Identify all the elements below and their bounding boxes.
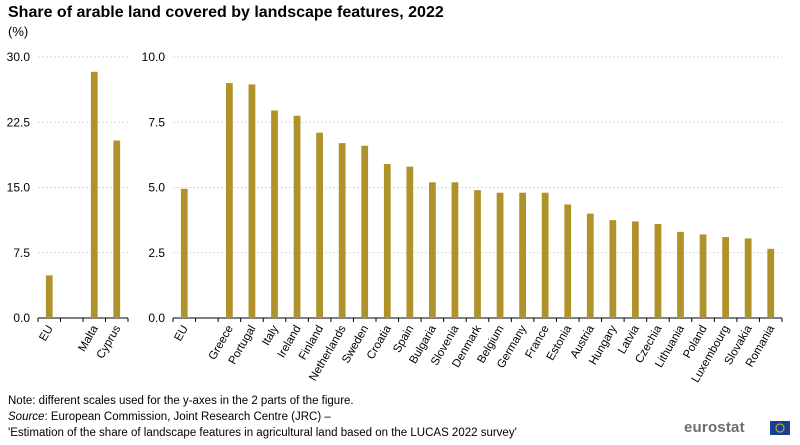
y-tick-label: 7.5: [13, 246, 30, 260]
bar-poland: [699, 234, 707, 318]
bar-eu: [180, 188, 188, 318]
bar-italy: [271, 110, 278, 318]
x-tick-label: Italy: [260, 323, 281, 347]
eurostat-logo: eurostat: [684, 419, 745, 436]
y-tick-label: 10.0: [142, 50, 166, 64]
bar-france: [541, 192, 549, 318]
bar-portugal: [248, 84, 256, 318]
bar-austria: [586, 213, 594, 318]
bar-luxembourg: [722, 237, 729, 318]
bar-latvia: [632, 221, 639, 318]
y-tick-label: 30.0: [7, 50, 31, 64]
bar-finland: [316, 132, 323, 318]
bar-sweden: [361, 145, 369, 318]
bar-czechia: [654, 224, 662, 318]
y-tick-label: 15.0: [7, 181, 31, 195]
x-tick-label: EU: [172, 324, 190, 344]
bar-germany: [519, 192, 526, 318]
x-tick-label: EU: [37, 324, 55, 344]
bar-estonia: [564, 204, 572, 318]
bar-romania: [767, 248, 775, 318]
note-source: Source: European Commission, Joint Resea…: [8, 411, 331, 423]
bar-belgium: [496, 192, 504, 318]
y-tick-label: 7.5: [148, 115, 165, 129]
y-tick-label: 22.5: [7, 115, 31, 129]
source-text: : European Commission, Joint Research Ce…: [44, 411, 331, 423]
y-tick-label: 0.0: [148, 311, 165, 325]
bar-cyprus: [113, 140, 121, 318]
eu-flag-icon: [770, 421, 790, 435]
bar-bulgaria: [429, 182, 436, 318]
chart-title: Share of arable land covered by landscap…: [8, 4, 444, 21]
bar-denmark: [474, 190, 481, 318]
y-tick-label: 5.0: [148, 181, 165, 195]
bar-ireland: [293, 115, 301, 318]
bar-netherlands: [338, 143, 346, 318]
bar-croatia: [383, 164, 391, 318]
bar-slovakia: [744, 238, 752, 318]
bar-greece: [226, 83, 233, 318]
bar-spain: [406, 166, 414, 318]
note-scales: Note: different scales used for the y-ax…: [8, 395, 354, 407]
source-label: Source: [8, 411, 45, 423]
bar-hungary: [609, 220, 617, 318]
note-survey: 'Estimation of the share of landscape fe…: [8, 427, 517, 439]
unit-label: (%): [8, 24, 29, 39]
y-tick-label: 0.0: [13, 311, 30, 325]
bar-lithuania: [677, 231, 684, 318]
bar-malta: [90, 71, 98, 318]
bar-slovenia: [451, 182, 459, 318]
y-tick-label: 2.5: [148, 246, 165, 260]
bar-eu: [45, 275, 53, 318]
